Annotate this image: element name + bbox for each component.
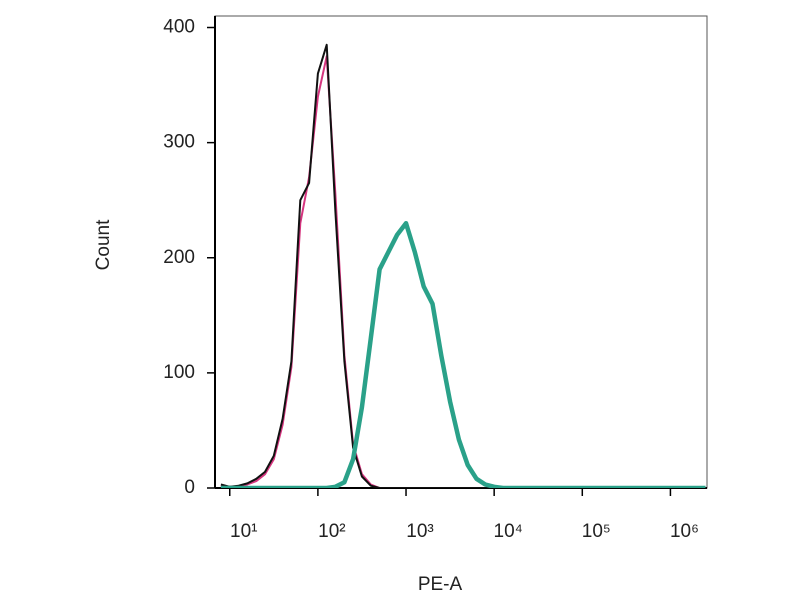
x-tick-label: 10¹: [230, 521, 257, 542]
y-tick-label: 0: [184, 477, 195, 498]
plot-frame: [214, 15, 708, 489]
x-axis-label: PE-A: [418, 574, 463, 595]
series-line: [220, 55, 706, 488]
y-tick-label: 400: [163, 17, 195, 38]
series-line: [220, 220, 706, 488]
x-tick-label: 10⁶: [670, 521, 699, 542]
x-tick-label: 10⁴: [494, 521, 523, 542]
x-tick-label: 10⁵: [582, 521, 611, 542]
y-tick-label: 300: [163, 132, 195, 153]
x-tick-label: 10²: [318, 521, 345, 542]
x-tick-label: 10³: [406, 521, 433, 542]
series-line: [220, 43, 706, 488]
y-tick-label: 100: [163, 362, 195, 383]
y-tick-label: 200: [163, 247, 195, 268]
y-axis-label: Count: [93, 219, 114, 270]
